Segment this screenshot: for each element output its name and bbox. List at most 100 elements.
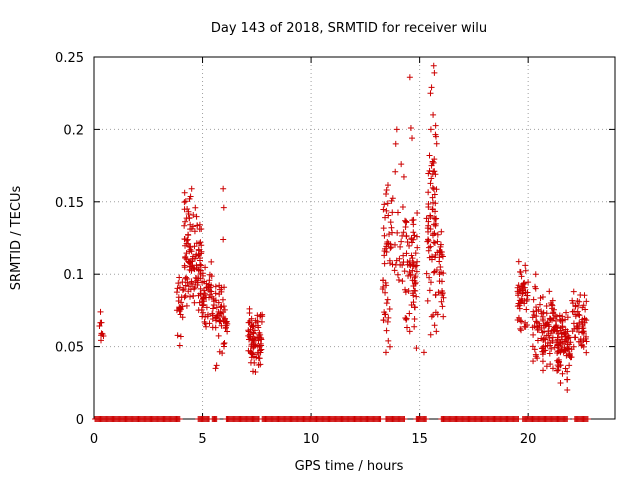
data-point <box>557 362 564 369</box>
data-point <box>564 387 571 394</box>
data-point <box>424 225 431 232</box>
data-point <box>571 308 578 315</box>
data-point <box>202 264 209 271</box>
data-point <box>569 297 576 304</box>
data-point <box>406 242 413 249</box>
axis-ticks: 0 5 10 15 20 0 0.05 0.1 0.15 0.2 0.25 <box>55 51 615 447</box>
data-point <box>547 316 554 323</box>
data-point <box>199 302 206 309</box>
data-point <box>566 345 573 352</box>
data-point <box>180 286 187 293</box>
data-point <box>411 287 418 294</box>
data-point <box>187 286 194 293</box>
data-point <box>567 339 574 346</box>
data-point <box>436 278 443 285</box>
data-point <box>388 224 395 231</box>
data-point <box>247 359 254 366</box>
data-point <box>425 244 432 251</box>
data-point <box>185 232 192 239</box>
data-point <box>563 309 570 316</box>
data-point <box>387 219 394 226</box>
data-point <box>200 309 207 316</box>
data-point <box>218 303 225 310</box>
data-point <box>189 255 196 262</box>
data-point <box>394 271 401 278</box>
data-point <box>521 279 528 286</box>
data-point <box>381 248 388 255</box>
data-point <box>190 292 197 299</box>
data-point <box>566 350 573 357</box>
data-point <box>190 223 197 230</box>
data-point <box>430 185 437 192</box>
data-point <box>579 341 586 348</box>
data-point <box>193 262 200 269</box>
data-point <box>519 289 526 296</box>
data-point <box>413 345 420 352</box>
data-point <box>246 336 253 343</box>
data-point <box>432 208 439 215</box>
data-point <box>389 195 396 202</box>
data-point <box>432 133 439 140</box>
data-point <box>425 170 432 177</box>
data-point <box>530 296 537 303</box>
data-point <box>543 363 550 370</box>
data-point <box>99 331 106 338</box>
chart-title: Day 143 of 2018, SRMTID for receiver wil… <box>211 21 487 36</box>
data-point <box>391 267 398 274</box>
x-tick-label: 10 <box>303 432 320 447</box>
data-point <box>250 330 257 337</box>
data-point <box>183 274 190 281</box>
data-point <box>187 293 194 300</box>
x-tick-label: 20 <box>520 432 537 447</box>
data-point <box>431 221 438 228</box>
data-point <box>579 321 586 328</box>
data-point <box>554 367 561 374</box>
data-point <box>431 191 438 198</box>
data-point <box>389 229 396 236</box>
data-point <box>577 338 584 345</box>
data-point <box>423 215 430 222</box>
data-point <box>195 275 202 282</box>
data-point <box>383 327 390 334</box>
data-point <box>382 289 389 296</box>
data-point <box>394 209 401 216</box>
data-point <box>384 200 391 207</box>
data-point <box>381 260 388 267</box>
data-point <box>407 271 414 278</box>
data-point <box>386 305 393 312</box>
data-point <box>219 350 226 357</box>
data-point <box>403 250 410 257</box>
data-point <box>384 182 391 189</box>
data-point <box>98 319 105 326</box>
data-point <box>515 314 522 321</box>
zero-point <box>564 416 571 422</box>
data-point <box>406 258 413 265</box>
data-point <box>224 328 231 335</box>
data-point <box>522 267 529 274</box>
data-point <box>409 267 416 274</box>
data-point <box>530 331 537 338</box>
data-point <box>179 287 186 294</box>
data-point <box>429 184 436 191</box>
data-point <box>212 283 219 290</box>
data-point <box>531 311 538 318</box>
data-points <box>96 62 590 394</box>
data-point <box>208 273 215 280</box>
data-point <box>438 228 445 235</box>
data-point <box>381 201 388 208</box>
data-point <box>384 318 391 325</box>
data-point <box>536 301 543 308</box>
data-point <box>555 341 562 348</box>
data-point <box>575 328 582 335</box>
data-point <box>176 284 183 291</box>
data-point <box>549 297 556 304</box>
data-point <box>430 62 437 69</box>
data-point <box>173 307 180 314</box>
data-point <box>440 294 447 301</box>
data-point <box>181 189 188 196</box>
data-point <box>542 343 549 350</box>
data-point <box>188 280 195 287</box>
data-point <box>406 310 413 317</box>
data-point <box>181 206 188 213</box>
data-point <box>195 267 202 274</box>
